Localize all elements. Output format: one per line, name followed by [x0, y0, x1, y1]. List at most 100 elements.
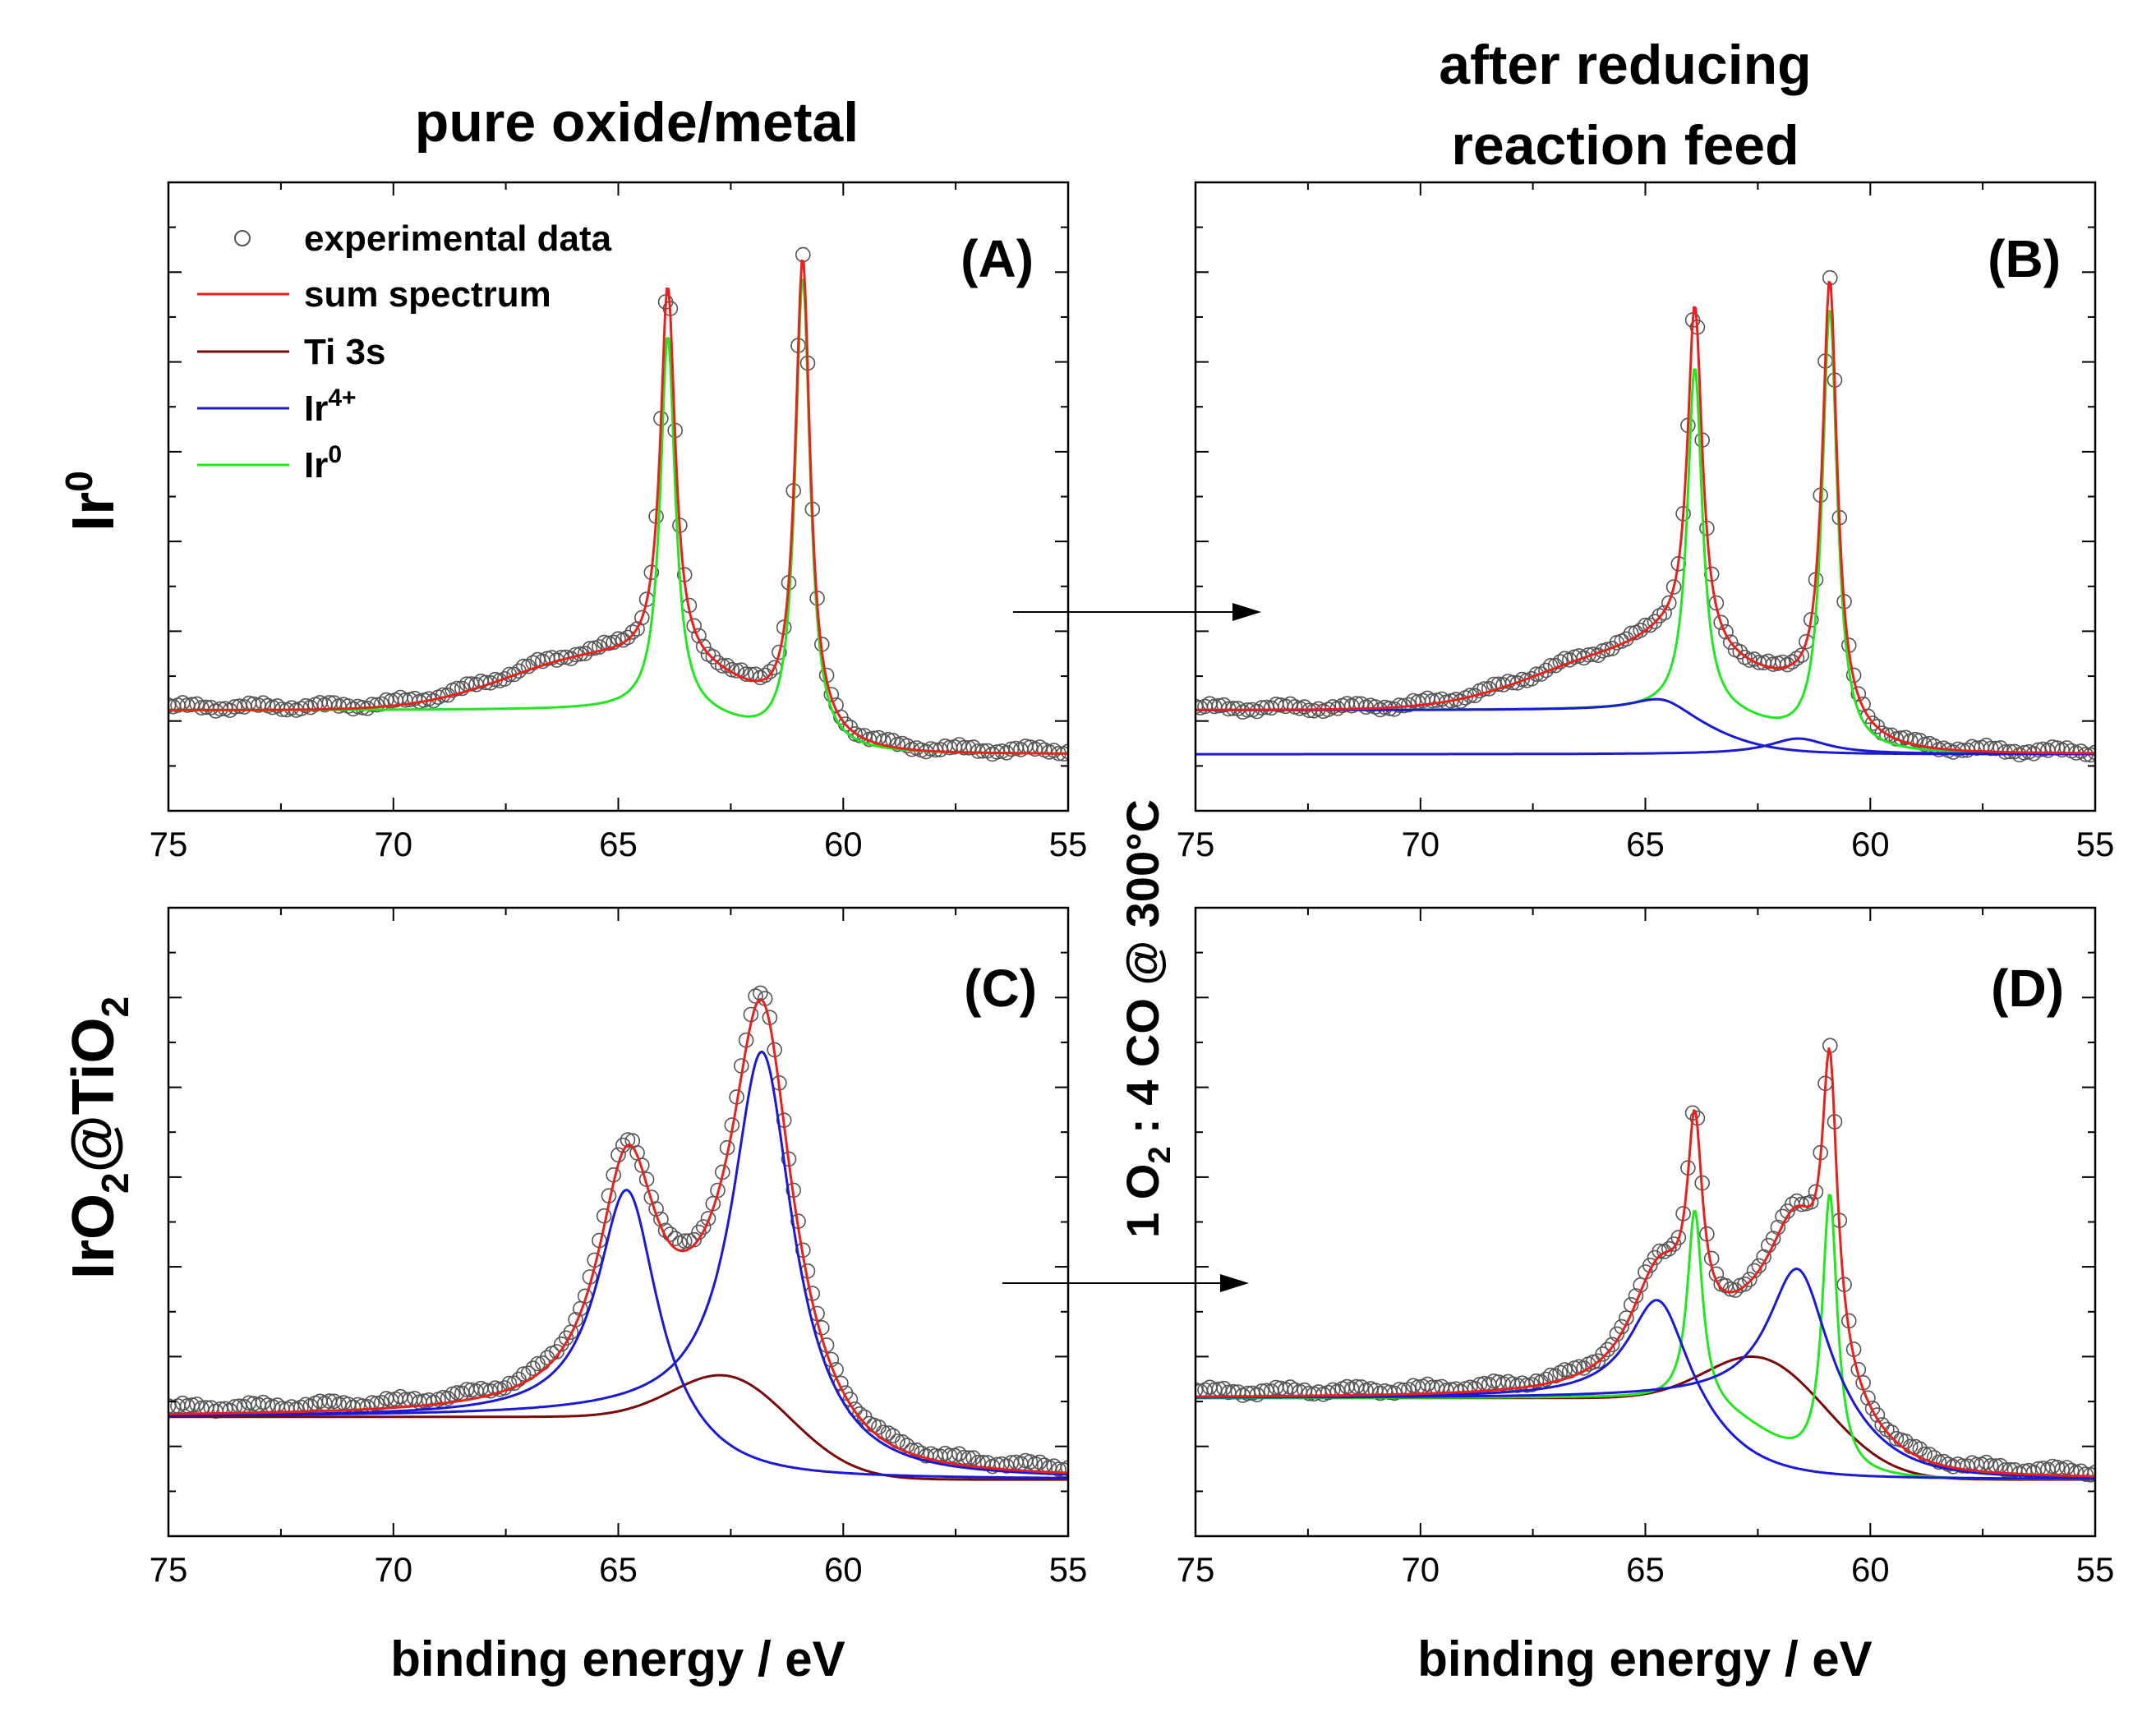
panel-b-xticklabels: 75 70 65 60 55	[1177, 825, 2115, 863]
col-title-left: pure oxide/metal	[415, 91, 859, 154]
panel-b-experimental-point	[1533, 666, 1549, 682]
panel-a-experimental-point	[757, 667, 773, 683]
panel-d-experimental-point	[1221, 1384, 1237, 1401]
row-label-bottom-s2: 2	[94, 996, 136, 1018]
panel-d-xtick-label-70: 70	[1401, 1550, 1440, 1589]
panel-d-experimental-point	[1604, 1337, 1620, 1353]
row-label-top-base: Ir	[61, 492, 127, 531]
xlabel-left: binding energy / eV	[390, 1631, 845, 1686]
panel-d-xtick-label-55: 55	[2076, 1550, 2115, 1589]
row-label-bottom-p2: @TiO	[61, 1018, 127, 1173]
panel-b-experimental-point	[1656, 605, 1672, 621]
panel-b-experimental-point	[1661, 595, 1677, 611]
panel-c-experimental-point	[525, 1360, 541, 1376]
panel-b-ir0-line	[1195, 310, 2095, 755]
panel-b-experimental-point	[1538, 662, 1554, 679]
panel-a-experimental-series	[168, 246, 1068, 762]
panel-a-plot	[168, 246, 1068, 762]
row-label-bottom-p1: IrO	[61, 1194, 127, 1279]
panel-b-experimental-point	[1850, 686, 1867, 702]
legend-marker-experimental	[234, 230, 251, 246]
panel-c-tag: (C)	[964, 959, 1037, 1018]
panel-c-experimental-point	[852, 1406, 868, 1422]
panel-a-experimental-point	[724, 661, 740, 678]
panel-b-experimental-point	[1509, 675, 1526, 691]
panel-c-ir4-line	[168, 1189, 1068, 1479]
panel-b-experimental-point	[1216, 697, 1232, 713]
panel-c-experimental-point	[449, 1385, 465, 1401]
panel-d-xtick-label-65: 65	[1626, 1550, 1665, 1589]
panel-b-tag: (B)	[1988, 229, 2061, 288]
panel-d-experimental-point	[1808, 1184, 1824, 1200]
panel-c-xtick-label-55: 55	[1049, 1550, 1088, 1589]
legend-label-ir0-sup: 0	[328, 441, 342, 468]
panel-c-experimental-point	[1032, 1454, 1048, 1470]
panel-a-experimental-point	[695, 638, 712, 655]
panel-d-experimental-point	[2087, 1465, 2095, 1480]
panel-d: (D) 75 70 65 60 55	[1177, 906, 2115, 1589]
panel-c-ir4-line	[168, 1050, 1068, 1476]
panel-d-frame	[1194, 906, 2097, 1538]
panel-b-xtick-label-70: 70	[1401, 825, 1440, 863]
panel-b-experimental-point	[1211, 697, 1228, 714]
panel-b-experimental-point	[1907, 731, 1923, 748]
panel-d-plot	[1195, 1038, 2095, 1483]
panel-a-axis	[168, 182, 1069, 811]
panel-a-experimental-point	[1060, 743, 1068, 760]
panel-b-experimental-point	[1794, 647, 1809, 664]
panel-c-experimental-point	[435, 1390, 451, 1406]
panel-a-experimental-point	[592, 639, 607, 655]
panel-a-experimental-point	[515, 658, 532, 674]
panel-d-experimental-point	[1661, 1240, 1677, 1257]
panel-c-experimental-point	[1013, 1456, 1029, 1471]
panel-c-experimental-point	[393, 1388, 408, 1405]
panel-a-experimental-point	[364, 697, 380, 712]
panel-a-experimental-point	[194, 700, 210, 716]
panel-d-ir4-line	[1195, 1268, 2095, 1479]
side-label-p2: : 4 CO @ 300°C	[1117, 799, 1168, 1146]
side-label: 1 O2 : 4 CO @ 300°C	[1117, 799, 1177, 1238]
panel-b-experimental-point	[2073, 743, 2089, 759]
panel-a-experimental-point	[454, 680, 470, 697]
panel-b-experimental-point	[1718, 624, 1734, 640]
panel-a-experimental-point	[691, 628, 707, 644]
panel-a-experimental-point	[965, 739, 981, 755]
panel-c-xtick-label-60: 60	[824, 1550, 863, 1589]
panel-c-experimental-point	[686, 1231, 703, 1248]
panel-c-experimental-point	[184, 1397, 200, 1413]
row-label-top: Ir0	[58, 471, 127, 531]
row-label-bottom-s1: 2	[94, 1172, 136, 1194]
panel-c-xtick-label-70: 70	[374, 1550, 412, 1589]
panel-a-experimental-point	[184, 697, 200, 713]
panel-b-experimental-point	[1552, 654, 1569, 670]
panel-d-axis	[1195, 908, 2096, 1536]
legend-label-ir4-base: Ir	[304, 389, 328, 429]
panel-c-experimental-series	[168, 985, 1068, 1478]
col-title-right-line2: reaction feed	[1451, 114, 1799, 177]
arrow-bottom	[1002, 1274, 1249, 1292]
panel-a-experimental-point	[506, 666, 523, 683]
panel-a-sum-line	[168, 259, 1068, 755]
panel-d-experimental-point	[1794, 1196, 1809, 1213]
panel-c-experimental-point	[676, 1233, 693, 1249]
panel-c-experimental-point	[515, 1366, 532, 1382]
side-label-s1: 2	[1143, 1147, 1177, 1164]
panel-a-experimental-point	[762, 664, 778, 679]
panel-c-experimental-point	[326, 1393, 343, 1410]
panel-c-experimental-point	[440, 1391, 456, 1406]
panel-a-experimental-point	[369, 697, 385, 713]
legend-label-ir0: Ir0	[304, 441, 342, 485]
panel-c-experimental-point	[700, 1211, 716, 1226]
panel-a-xtick-label-75: 75	[150, 825, 188, 863]
panel-a-experimental-point	[772, 644, 787, 660]
panel-a-experimental-point	[710, 655, 726, 671]
legend-label-ir4-sup: 4+	[328, 384, 356, 412]
panel-a-experimental-point	[961, 739, 977, 756]
panel-d-experimental-point	[1912, 1441, 1928, 1457]
panel-d-experimental-point	[1420, 1376, 1435, 1392]
panel-d-experimental-point	[1997, 1462, 2013, 1478]
panel-b-experimental-point	[1898, 729, 1914, 746]
panel-a-experimental-point	[714, 658, 730, 674]
panel-b-experimental-point	[1983, 740, 1999, 757]
panel-d-ti3s-line	[1195, 1355, 2095, 1481]
